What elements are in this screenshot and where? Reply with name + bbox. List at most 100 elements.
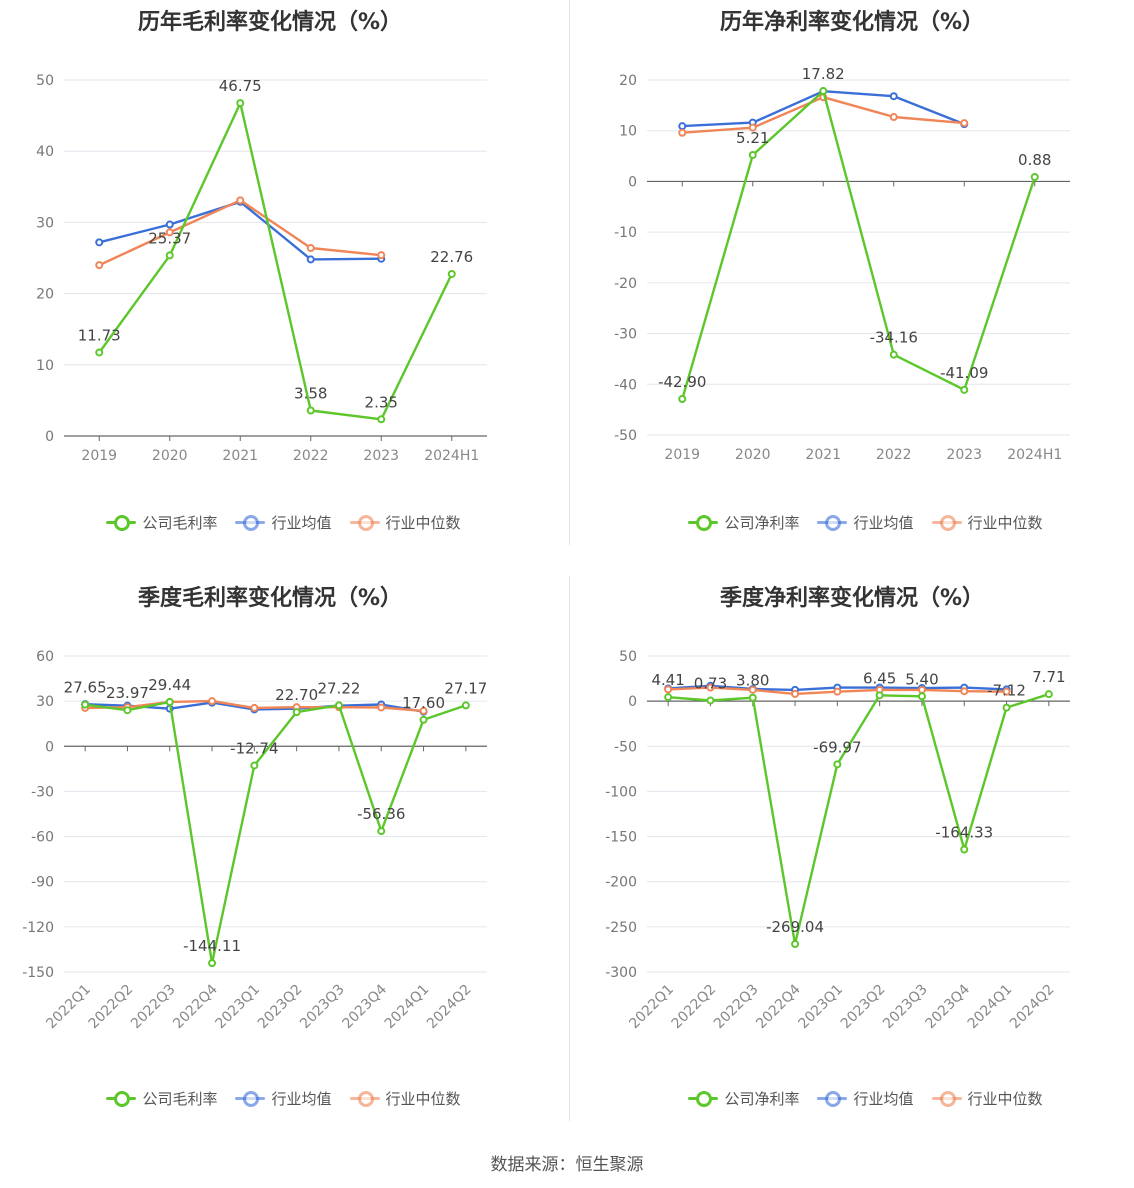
y-tick-label: -150 — [605, 830, 637, 846]
legend-marker-icon — [349, 1090, 380, 1107]
y-tick-label: 50 — [36, 73, 54, 89]
y-tick-label: -250 — [605, 920, 637, 936]
data-point-median — [377, 703, 386, 712]
legend-item-company[interactable]: 公司净利率 — [688, 512, 799, 533]
legend-item-median[interactable]: 行业中位数 — [931, 1088, 1043, 1109]
data-point-median — [208, 697, 217, 706]
chart-legend: 公司毛利率 行业均值 行业中位数 — [0, 510, 567, 534]
legend-label: 行业均值 — [271, 513, 332, 532]
x-tick-label: 2022Q2 — [86, 982, 137, 1033]
x-tick-label: 2022Q4 — [170, 981, 221, 1032]
data-point-avg — [678, 122, 687, 131]
x-tick-label: 2022Q2 — [669, 982, 720, 1033]
y-tick-label: -50 — [614, 428, 637, 444]
data-point-company — [81, 700, 90, 709]
data-point-company — [377, 415, 386, 424]
y-tick-label: 0 — [628, 694, 637, 710]
y-tick-label: 20 — [619, 73, 637, 89]
data-point-avg — [889, 92, 898, 101]
x-tick-label: 2021 — [805, 447, 841, 463]
data-label: -41.09 — [940, 364, 988, 382]
chart-plot: -50 -40 -30 -20 -10 0 10 20 2019 2020 2021 2022 2023… — [614, 65, 1070, 463]
data-point-avg — [95, 238, 104, 247]
y-tick-label: 30 — [36, 215, 54, 231]
x-tick-label: 2024Q2 — [424, 982, 475, 1033]
x-tick-label: 2022Q3 — [711, 982, 762, 1033]
data-point-company — [236, 99, 245, 108]
data-point-company — [748, 151, 757, 160]
y-tick-label: -300 — [605, 965, 637, 981]
data-label: 27.22 — [317, 679, 360, 697]
x-tick-label: 2022Q1 — [43, 982, 94, 1033]
y-tick-label: 0 — [45, 429, 54, 445]
y-tick-label: 50 — [619, 649, 637, 665]
legend-item-avg[interactable]: 行业均值 — [235, 512, 332, 533]
chart-plot: 0 10 20 30 40 50 2019 2020 2021 2022 2023 2024H1 11.… — [36, 73, 487, 464]
data-point-median — [664, 685, 673, 694]
divider-bottom — [569, 576, 570, 1121]
legend-item-median[interactable]: 行业中位数 — [349, 1088, 461, 1109]
data-label: 27.17 — [444, 679, 487, 697]
y-tick-label: 30 — [36, 694, 54, 710]
legend-item-company[interactable]: 公司毛利率 — [106, 512, 217, 533]
legend-label: 公司净利率 — [724, 1089, 800, 1108]
data-point-company — [875, 691, 884, 700]
x-tick-label: 2020 — [152, 448, 188, 464]
data-label: -56.36 — [357, 805, 405, 823]
y-tick-label: -150 — [22, 965, 54, 981]
data-label: 3.80 — [736, 672, 769, 690]
x-tick-label: 2023Q1 — [796, 982, 847, 1033]
x-tick-label: 2024Q2 — [1007, 982, 1058, 1033]
legend-item-avg[interactable]: 行业均值 — [817, 1088, 914, 1109]
data-label: -269.04 — [766, 918, 824, 936]
data-point-company — [819, 87, 828, 96]
data-point-company — [461, 701, 470, 710]
data-label: 0.73 — [694, 674, 727, 692]
data-label: 27.65 — [64, 679, 107, 697]
data-point-avg — [165, 220, 174, 229]
data-point-median — [889, 113, 898, 122]
legend-item-company[interactable]: 公司净利率 — [688, 1088, 799, 1109]
data-point-median — [419, 706, 428, 715]
series-line-company — [668, 693, 1050, 946]
data-label: -12.74 — [230, 739, 278, 757]
data-point-company — [165, 251, 174, 260]
y-tick-label: 40 — [36, 144, 54, 160]
legend-item-avg[interactable]: 行业均值 — [235, 1088, 332, 1109]
x-tick-label: 2023Q4 — [922, 981, 973, 1032]
legend-label: 公司净利率 — [724, 513, 800, 532]
data-point-median — [833, 687, 842, 696]
x-tick-label: 2023Q2 — [255, 982, 306, 1033]
data-point-company — [706, 696, 715, 705]
y-tick-label: 10 — [36, 358, 54, 374]
data-point-company — [889, 350, 898, 359]
quarterly-net-margin-chart: 季度净利率变化情况（%） -300 -250 -200 -150 -100 -50 0 50 2… — [582, 576, 1134, 1152]
data-label: 29.44 — [148, 676, 191, 694]
x-tick-label: 2019 — [81, 448, 117, 464]
y-tick-label: 20 — [36, 287, 54, 303]
data-point-company — [165, 697, 174, 706]
x-tick-label: 2024H1 — [1007, 447, 1062, 463]
data-point-company — [791, 940, 800, 949]
data-point-avg — [306, 255, 315, 264]
chart-title: 历年毛利率变化情况（%） — [137, 10, 403, 35]
x-tick-label: 2023Q1 — [213, 982, 264, 1033]
data-point-company — [292, 708, 301, 717]
legend-marker-icon — [817, 514, 848, 531]
chart-plot: -150 -120 -90 -60 -30 0 30 60 2022Q12022Q22022Q3… — [22, 649, 487, 1033]
y-tick-label: -50 — [614, 739, 637, 755]
data-point-median — [165, 228, 174, 237]
x-tick-label: 2021 — [222, 448, 258, 464]
data-label: 11.73 — [78, 326, 121, 344]
x-tick-label: 2023 — [946, 447, 982, 463]
data-label: 25.37 — [148, 229, 191, 247]
divider-top — [569, 0, 570, 545]
series-line-company — [681, 89, 1036, 400]
data-label: 4.41 — [651, 671, 684, 689]
annual-gross-margin-chart: 历年毛利率变化情况（%） 0 10 20 30 40 50 2019 2020 2021 2022… — [0, 0, 567, 576]
data-label: 46.75 — [219, 77, 262, 95]
legend-item-avg[interactable]: 行业均值 — [817, 512, 914, 533]
legend-item-median[interactable]: 行业中位数 — [931, 512, 1043, 533]
legend-item-company[interactable]: 公司毛利率 — [106, 1088, 217, 1109]
legend-item-median[interactable]: 行业中位数 — [349, 512, 461, 533]
